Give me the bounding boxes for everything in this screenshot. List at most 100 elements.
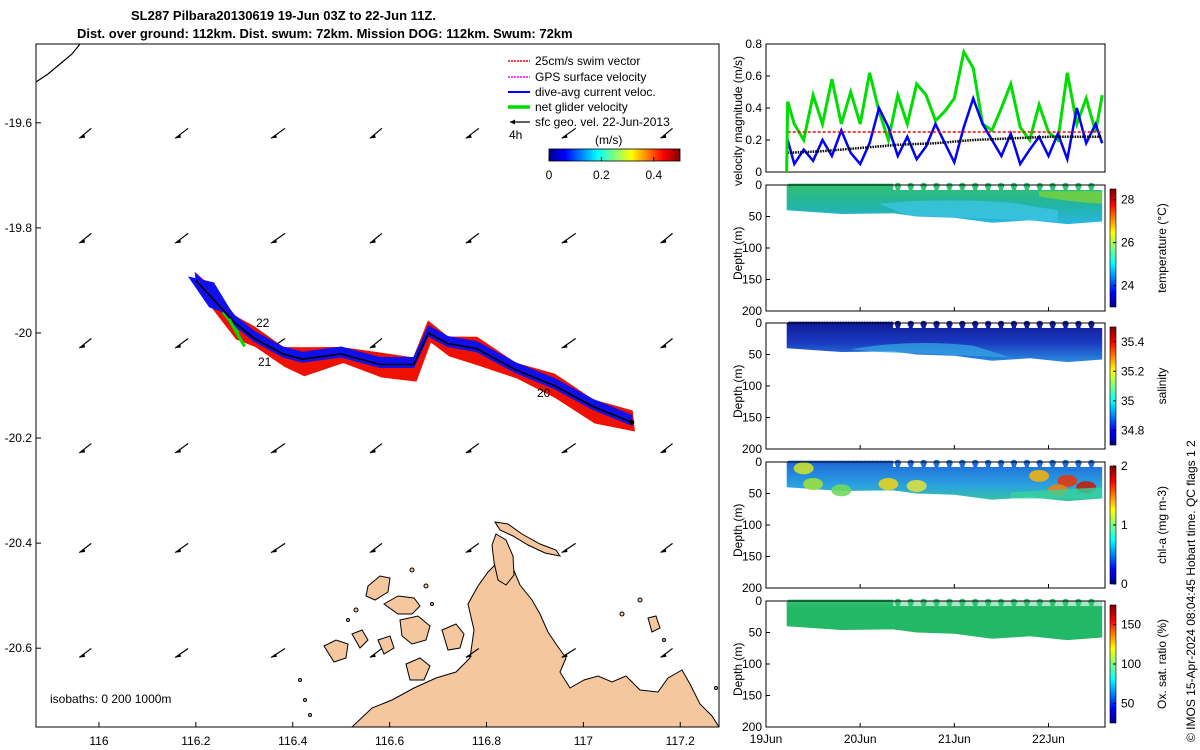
depth-tick-label: 100 — [742, 241, 762, 255]
sfc-vector-head — [79, 343, 86, 349]
annotation-4h: 4h — [509, 128, 522, 142]
colorbar-label: temperature (°C) — [1155, 203, 1169, 293]
depth-axis-label: Depth (m) — [731, 504, 745, 557]
colorbar-label: chl-a (mg m-3) — [1155, 486, 1169, 564]
colorbar-tick-label: 24 — [1121, 279, 1135, 293]
depth-tick-label: 200 — [742, 581, 762, 595]
section-panel-oxygen: 0 50 100 150 200 Depth (m) 50 100 150 Ox. sat. ra… — [731, 594, 1169, 734]
depth-tick-label: 150 — [742, 550, 762, 564]
sfc-vector-head — [465, 653, 472, 658]
map-x-ticks: 116 116.2 116.4 116.6 116.8 117 117.2 — [89, 722, 695, 748]
sfc-vector-head — [175, 653, 181, 658]
colorbar-tick-label: 1 — [1121, 518, 1128, 532]
section-surface-point — [889, 460, 894, 465]
surface-velocity-vectors — [78, 127, 673, 658]
section-colorbar — [1109, 326, 1117, 446]
sfc-vector-head — [465, 134, 472, 139]
chart-title-line2: Dist. over ground: 112km. Dist. swum: 72… — [77, 26, 573, 41]
sfc-vector-head — [561, 448, 568, 453]
colorbar-tick-label: 0 — [1121, 577, 1128, 591]
sfc-vector-head — [271, 548, 277, 553]
velocity-series — [785, 47, 1104, 173]
islet — [714, 686, 718, 690]
sfc-vector-head — [369, 134, 376, 139]
depth-axis-label: Depth (m) — [731, 365, 745, 418]
depth-axis-label: Depth (m) — [731, 227, 745, 280]
time-tick-label: 22Jun — [1032, 732, 1065, 746]
sfc-vector-head — [79, 548, 86, 553]
time-tick-label: 19Jun — [750, 732, 783, 746]
chl-patch — [878, 478, 899, 491]
land-polygons — [323, 521, 719, 727]
chl-patch — [906, 479, 927, 492]
map-ytick-label: -19.6 — [5, 116, 33, 130]
chl-patch — [803, 478, 824, 491]
colorbar-tick-label: 0.2 — [593, 168, 610, 182]
islet — [353, 607, 359, 613]
legend-swim-vector: 25cm/s swim vector — [535, 54, 640, 68]
colorbar-units: (m/s) — [595, 133, 622, 147]
sfc-vector-head — [369, 238, 376, 244]
depth-tick-label: 0 — [755, 178, 762, 192]
depth-tick-label: 100 — [742, 379, 762, 393]
sfc-vector-head — [79, 238, 86, 244]
colorbar-tick-label: 0.4 — [645, 168, 662, 182]
legend-net-velocity: net glider velocity — [535, 100, 628, 114]
colorbar-tick-label: 150 — [1121, 618, 1141, 632]
velocity-y-ticks: 0 0.2 0.4 0.6 0.8 — [745, 37, 770, 179]
coastline-isobath — [36, 44, 81, 83]
sfc-vector-head — [369, 653, 376, 658]
islet — [308, 713, 312, 717]
sfc-vector-head — [175, 343, 181, 349]
map-xtick-label: 116 — [89, 734, 108, 748]
sfc-velocity-line — [787, 135, 1103, 155]
depth-tick-label: 150 — [742, 273, 762, 287]
cool-water-patch — [879, 200, 1058, 222]
islet — [423, 583, 429, 589]
sfc-vector-head — [175, 134, 181, 139]
depth-tick-label: 150 — [742, 411, 762, 425]
warm-water-patch — [1039, 191, 1103, 204]
depth-tick-label: 50 — [749, 210, 763, 224]
chl-deep-patch — [1010, 487, 1103, 499]
velocity-ytick-label: 0.8 — [745, 37, 762, 51]
depth-tick-label: 200 — [742, 720, 762, 734]
legend-sfc-geo-vel: sfc geo. vel. 22-Jun-2013 — [535, 115, 670, 129]
sfc-vector-head — [175, 448, 181, 453]
section-data-region — [786, 323, 1103, 363]
time-tick-label: 20Jun — [844, 732, 877, 746]
velocity-ylabel: velocity magnitude (m/s) — [731, 56, 745, 186]
sfc-vector-head — [369, 343, 376, 349]
section-colorbar — [1109, 188, 1117, 308]
sfc-vector-head — [79, 448, 86, 453]
time-tick-label: 21Jun — [938, 732, 971, 746]
depth-tick-label: 0 — [755, 455, 762, 469]
colorbar-tick-label: 100 — [1121, 657, 1141, 671]
colorbar-tick-label: 0 — [546, 168, 553, 182]
net-velocity-arrow — [221, 311, 240, 334]
map-xtick-label: 116.6 — [375, 734, 404, 748]
map-ytick-label: -20.6 — [5, 641, 33, 655]
chl-patch — [1057, 474, 1078, 487]
velocity-ytick-label: 0.6 — [745, 69, 762, 83]
map-xtick-label: 116.8 — [472, 734, 501, 748]
velocity-ytick-label: 0 — [755, 165, 762, 179]
colorbar-tick-label: 34.8 — [1121, 423, 1145, 437]
depth-tick-label: 200 — [742, 442, 762, 456]
section-surface-point — [889, 321, 894, 326]
annotation-21: 21 — [258, 355, 272, 369]
depth-tick-label: 100 — [742, 518, 762, 532]
glider-track — [187, 271, 635, 432]
islet — [430, 602, 434, 606]
colorbar-tick-label: 35.2 — [1121, 364, 1145, 378]
sfc-vector-head — [175, 238, 181, 244]
section-surface-point — [889, 183, 894, 188]
depth-tick-label: 0 — [755, 594, 762, 608]
colorbar-label: salinity — [1155, 368, 1169, 405]
section-panel-chla: 0 50 100 150 200 Depth (m) 0 1 2 chl-a (mg m-3) — [731, 455, 1169, 595]
islet — [619, 611, 625, 617]
map-xtick-label: 116.4 — [278, 734, 307, 748]
sfc-vector-head — [660, 238, 667, 244]
